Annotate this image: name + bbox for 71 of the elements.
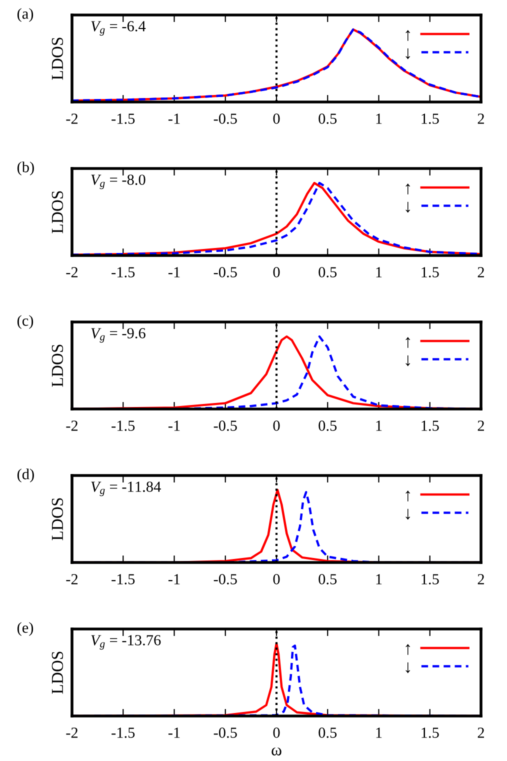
x-tick-label: 0.5 (318, 574, 337, 584)
y-axis-title: LDOS (52, 38, 64, 80)
legend-label: ↓ (406, 355, 410, 366)
x-tick-label: 1 (376, 420, 382, 431)
legend-label: ↑ (406, 30, 410, 41)
x-tick-label: -1 (168, 114, 180, 124)
x-tick-label: -0.5 (214, 728, 237, 738)
x-tick-label: -1.5 (112, 267, 135, 278)
annotation: V$_{g}$ = -11.84 (91, 482, 161, 496)
x-tick-label: 1 (376, 267, 382, 278)
chart-title: (d) (17, 468, 34, 482)
x-tick-label: -1.5 (112, 728, 135, 738)
x-tick-label: 2 (478, 728, 484, 738)
x-tick-label: 1.5 (422, 574, 439, 584)
x-tick-label: -1.5 (112, 114, 135, 124)
x-tick-label: -1 (168, 420, 180, 431)
legend-label: ↑ (406, 184, 410, 194)
x-tick-label: 0.5 (318, 420, 337, 431)
x-tick-label: -1 (168, 574, 180, 584)
x-tick-label: 1.5 (422, 267, 439, 278)
chart-title: (c) (17, 315, 34, 329)
legend-label: ↑ (406, 337, 410, 348)
x-tick-label: 1.5 (422, 114, 439, 124)
x-axis-title: ω (272, 747, 282, 756)
annotation: V$_{g}$ = -6.4 (91, 21, 146, 36)
x-tick-label: -0.5 (214, 114, 237, 124)
y-axis-title: LDOS (52, 498, 64, 540)
x-tick-label: 0.5 (318, 728, 337, 738)
x-tick-label: -2 (66, 267, 78, 278)
chart-title: (a) (17, 8, 34, 22)
x-tick-label: -2 (66, 420, 78, 431)
x-tick-label: 1 (376, 114, 382, 124)
x-tick-label: -0.5 (214, 267, 237, 278)
x-tick-label: -2 (66, 574, 78, 584)
x-tick-label: -2 (66, 728, 78, 738)
x-tick-label: 0 (273, 574, 280, 584)
x-tick-label: 1.5 (422, 728, 439, 738)
x-tick-label: 0.5 (318, 267, 337, 278)
legend-label: ↓ (406, 662, 410, 674)
y-axis-title: LDOS (52, 344, 64, 387)
x-tick-label: -1 (168, 267, 180, 278)
legend-label: ↓ (406, 48, 410, 60)
x-tick-label: 2 (478, 114, 484, 124)
x-tick-label: 0 (273, 114, 280, 124)
legend-label: ↑ (406, 644, 410, 655)
x-tick-label: -0.5 (214, 420, 237, 431)
x-tick-label: -1.5 (112, 574, 135, 584)
x-tick-label: -0.5 (214, 574, 237, 584)
x-tick-label: 0 (273, 267, 280, 278)
y-axis-title: LDOS (52, 191, 64, 234)
x-tick-label: 0 (273, 420, 280, 431)
x-tick-label: -1 (168, 728, 180, 738)
annotation: V$_{g}$ = -9.6 (91, 328, 146, 343)
x-tick-label: 1.5 (422, 420, 439, 431)
x-tick-label: 2 (478, 574, 484, 584)
legend-label: ↓ (406, 202, 410, 213)
legend-label: ↓ (406, 508, 410, 520)
chart-title: (e) (17, 622, 34, 636)
x-tick-label: 0 (273, 728, 280, 738)
x-tick-label: 0.5 (318, 114, 337, 124)
x-tick-label: -2 (66, 114, 78, 124)
x-tick-label: 2 (478, 420, 484, 431)
legend-label: ↑ (406, 490, 410, 502)
x-tick-label: 1 (376, 728, 382, 738)
x-tick-label: 1 (376, 574, 382, 584)
x-tick-label: 2 (478, 267, 484, 278)
annotation: V$_{g}$ = -13.76 (91, 635, 161, 650)
annotation: V$_{g}$ = -8.0 (91, 174, 146, 190)
x-tick-label: -1.5 (112, 420, 135, 431)
y-axis-title: LDOS (52, 652, 64, 694)
chart-title: (b) (17, 162, 34, 176)
